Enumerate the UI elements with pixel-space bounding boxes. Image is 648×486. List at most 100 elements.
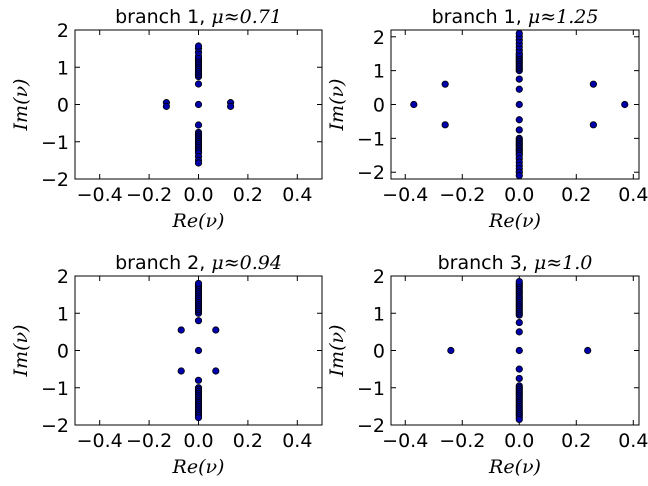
data-point	[194, 279, 203, 288]
data-point	[515, 277, 523, 286]
chart-title-math: μ≈0.71	[211, 6, 282, 28]
x-tick-label: 0.2	[561, 430, 591, 452]
y-axis-label: Im(ν)	[10, 325, 32, 378]
data-point	[589, 80, 597, 88]
data-point	[194, 159, 203, 167]
x-tick-label: −0.4	[382, 184, 428, 206]
x-tick-label: 0.0	[183, 184, 213, 206]
y-tick-label: 2	[373, 27, 385, 49]
x-tick-label: −0.2	[126, 430, 172, 452]
data-point	[589, 121, 597, 129]
chart-panel-1: −0.4 −0.2 0.0 0.2 0.4 −2 −1 0 1 2 branch 1, μ≈0.71…	[10, 6, 323, 232]
data-point	[515, 318, 523, 327]
y-tick-label: 0	[57, 95, 69, 117]
y-tick-label: −1	[357, 128, 385, 150]
y-tick-label: −2	[357, 415, 385, 437]
data-point	[194, 376, 203, 384]
data-point	[515, 346, 523, 355]
chart-title-math: μ≈1.0	[534, 252, 592, 274]
x-tick-label: 0.2	[233, 430, 263, 452]
data-point	[515, 85, 523, 93]
x-tick-label: 0.0	[504, 430, 534, 452]
data-point	[194, 413, 203, 422]
chart-title-math: μ≈1.25	[528, 6, 599, 28]
chart-title: branch 2, μ≈0.94	[115, 252, 282, 274]
chart-panel-4: −0.4 −0.2 0.0 0.2 0.4 −2 −1 0 1 2 branch 3, μ≈1.0 R…	[326, 252, 648, 478]
data-point	[194, 121, 203, 129]
y-tick-label: 0	[373, 95, 385, 117]
chart-title: branch 1, μ≈0.71	[115, 6, 282, 28]
data-point	[515, 29, 523, 37]
y-tick-label: −2	[357, 162, 385, 184]
data-point	[515, 415, 523, 424]
y-tick-label: 1	[57, 303, 69, 325]
x-axis-label: Re(ν)	[172, 456, 225, 478]
x-tick-label: 0.2	[561, 184, 591, 206]
data-point	[212, 326, 220, 334]
data-point	[515, 172, 523, 180]
x-tick-label: −0.2	[439, 430, 485, 452]
x-tick-label: −0.4	[77, 184, 123, 206]
data-point	[515, 126, 523, 134]
y-tick-label: 1	[373, 61, 385, 83]
data-point	[227, 102, 235, 110]
y-tick-label: −1	[357, 378, 385, 400]
data-point	[194, 100, 203, 109]
x-tick-label: −0.2	[439, 184, 485, 206]
x-tick-label: 0.2	[233, 184, 263, 206]
x-axis-label: Re(ν)	[488, 456, 541, 478]
data-point	[162, 102, 170, 110]
x-axis-label: Re(ν)	[488, 210, 541, 232]
chart-title-math: μ≈0.94	[211, 252, 282, 274]
x-tick-label: 0.4	[618, 184, 648, 206]
data-point	[177, 367, 185, 375]
data-point	[515, 328, 523, 336]
data-point	[194, 346, 203, 355]
y-tick-label: −1	[41, 132, 69, 154]
chart-panel-2: −0.4 −0.2 0.0 0.2 0.4 −2 −1 0 1 2 branch 1, μ≈1.25…	[326, 6, 648, 232]
data-point	[212, 367, 220, 375]
data-point	[447, 346, 455, 355]
x-axis-label: Re(ν)	[172, 210, 225, 232]
y-tick-label: −2	[41, 415, 69, 437]
y-tick-label: 2	[373, 266, 385, 288]
y-axis-label: Im(ν)	[10, 79, 32, 132]
y-tick-label: 0	[373, 341, 385, 363]
chart-title: branch 3, μ≈1.0	[438, 252, 593, 274]
y-tick-label: 2	[57, 20, 69, 42]
plot-area	[390, 29, 640, 180]
plot-area	[390, 275, 640, 426]
x-tick-label: 0.0	[504, 184, 534, 206]
data-point	[177, 326, 185, 334]
x-tick-label: 0.4	[618, 430, 648, 452]
data-point	[515, 75, 523, 83]
chart-panel-3: −0.4 −0.2 0.0 0.2 0.4 −2 −1 0 1 2 branch 2, μ≈0.94…	[10, 252, 323, 478]
x-tick-label: 0.4	[282, 430, 312, 452]
x-tick-label: 0.4	[282, 184, 312, 206]
y-axis-label: Im(ν)	[326, 79, 348, 132]
y-tick-label: 2	[57, 266, 69, 288]
y-tick-label: 1	[373, 303, 385, 325]
data-point	[441, 80, 449, 88]
y-tick-label: −1	[41, 378, 69, 400]
data-point	[515, 100, 523, 109]
y-tick-label: 0	[57, 341, 69, 363]
data-point	[515, 374, 523, 383]
data-point	[621, 100, 629, 109]
data-point	[515, 365, 523, 373]
x-tick-label: −0.4	[382, 430, 428, 452]
data-point	[194, 80, 203, 88]
x-tick-label: 0.0	[183, 430, 213, 452]
chart-title: branch 1, μ≈1.25	[432, 6, 599, 28]
y-tick-label: −2	[41, 169, 69, 191]
data-point	[194, 42, 203, 50]
x-tick-label: −0.4	[77, 430, 123, 452]
data-point	[441, 121, 449, 129]
x-tick-label: −0.2	[126, 184, 172, 206]
y-tick-label: 1	[57, 57, 69, 79]
data-point	[410, 100, 418, 109]
data-point	[194, 317, 203, 325]
data-point	[515, 116, 523, 124]
data-point	[584, 346, 592, 355]
